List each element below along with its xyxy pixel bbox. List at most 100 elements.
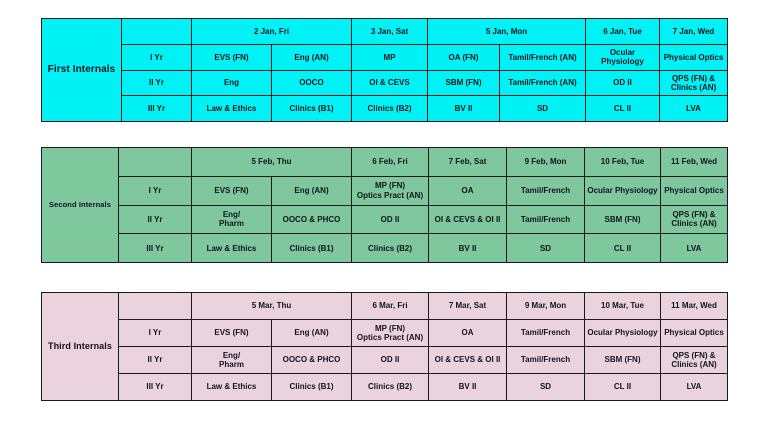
internals-table-third: Third Internals 5 Mar, Thu 6 Mar, Fri 7 Mar… — [41, 292, 728, 401]
exam-cell: SD — [506, 373, 585, 401]
exam-cell: Eng/ Pharm — [191, 204, 272, 235]
exam-cell: Clinics (B2) — [351, 233, 429, 263]
table-label: Second Internals — [41, 147, 119, 263]
date-header: 6 Mar, Fri — [351, 292, 429, 320]
exam-cell: Law & Ethics — [191, 233, 272, 263]
year-column-header — [118, 292, 192, 320]
date-header: 3 Jan, Sat — [351, 18, 428, 45]
exam-cell: QPS (FN) & Clinics (AN) — [660, 346, 728, 374]
exam-cell: OI & CEVS — [351, 69, 428, 97]
date-header: 9 Feb, Mon — [506, 147, 585, 177]
exam-cell: OOCO & PHCO — [271, 204, 352, 235]
date-header: 6 Jan, Tue — [585, 18, 660, 45]
exam-cell: BV II — [428, 233, 507, 263]
year-label: III Yr — [118, 373, 192, 401]
date-header: 11 Feb, Wed — [660, 147, 728, 177]
table-label: Third Internals — [41, 292, 119, 401]
exam-cell: Tamil/French (AN) — [499, 43, 586, 71]
table-row: I Yr EVS (FN) Eng (AN) MP (FN) Optics Pract… — [42, 319, 728, 347]
exam-cell: Eng (AN) — [271, 43, 352, 71]
exam-cell: LVA — [660, 233, 728, 263]
table-row: I Yr EVS (FN) Eng (AN) MP OA (FN) Tamil/Frenc… — [42, 43, 728, 71]
exam-cell: Ocular Physiology — [584, 319, 661, 347]
exam-cell: Clinics (B2) — [351, 95, 428, 122]
exam-cell: SD — [499, 95, 586, 122]
exam-cell: EVS (FN) — [191, 43, 272, 71]
year-label: I Yr — [118, 175, 192, 206]
exam-cell: BV II — [428, 373, 507, 401]
table-row: II Yr Eng OOCO OI & CEVS SBM (FN) Tamil/Frenc… — [42, 69, 728, 97]
exam-cell: Tamil/French — [506, 346, 585, 374]
table-label: First Internals — [41, 18, 122, 122]
date-header: 7 Mar, Sat — [428, 292, 507, 320]
exam-cell: QPS (FN) & Clinics (AN) — [660, 204, 728, 235]
date-header: 10 Feb, Tue — [584, 147, 661, 177]
exam-cell: Eng (AN) — [271, 175, 352, 206]
exam-cell: EVS (FN) — [191, 319, 272, 347]
exam-cell: Law & Ethics — [191, 95, 272, 122]
exam-cell: Clinics (B1) — [271, 233, 352, 263]
exam-cell: Clinics (B1) — [271, 95, 352, 122]
exam-cell: OA — [428, 319, 507, 347]
exam-cell: Law & Ethics — [191, 373, 272, 401]
exam-cell: Tamil/French — [506, 175, 585, 206]
exam-cell: Tamil/French (AN) — [499, 69, 586, 97]
table-row: III Yr Law & Ethics Clinics (B1) Clinics (B… — [42, 95, 728, 122]
date-header: 5 Jan, Mon — [427, 18, 586, 45]
year-label: II Yr — [121, 69, 192, 97]
year-label: I Yr — [121, 43, 192, 71]
table-row: II Yr Eng/ Pharm OOCO & PHCO OD II OI & CEVS… — [42, 204, 728, 235]
exam-cell: MP — [351, 43, 428, 71]
year-label: III Yr — [121, 95, 192, 122]
exam-cell: SBM (FN) — [584, 204, 661, 235]
exam-cell: Ocular Physiology — [585, 43, 660, 71]
date-header: 5 Mar, Thu — [191, 292, 352, 320]
exam-cell: Eng (AN) — [271, 319, 352, 347]
exam-cell: CL II — [584, 233, 661, 263]
exam-cell: OOCO — [271, 69, 352, 97]
exam-cell: Tamil/French — [506, 204, 585, 235]
exam-cell: OA (FN) — [427, 43, 500, 71]
exam-cell: QPS (FN) & Clinics (AN) — [659, 69, 728, 97]
exam-cell: Physical Optics — [660, 319, 728, 347]
date-header: 10 Mar, Tue — [584, 292, 661, 320]
exam-cell: Eng/ Pharm — [191, 346, 272, 374]
date-header: 6 Feb, Fri — [351, 147, 429, 177]
exam-cell: OD II — [585, 69, 660, 97]
year-label: II Yr — [118, 204, 192, 235]
internals-table-second: Second Internals 5 Feb, Thu 6 Feb, Fri 7 Fe… — [41, 147, 728, 263]
year-label: III Yr — [118, 233, 192, 263]
exam-cell: Physical Optics — [659, 43, 728, 71]
exam-cell: MP (FN) Optics Pract (AN) — [351, 319, 429, 347]
exam-cell: SD — [506, 233, 585, 263]
exam-cell: SBM (FN) — [584, 346, 661, 374]
year-column-header — [118, 147, 192, 177]
exam-cell: CL II — [585, 95, 660, 122]
year-label: I Yr — [118, 319, 192, 347]
table-row: II Yr Eng/ Pharm OOCO & PHCO OD II OI & CEVS… — [42, 346, 728, 374]
table-row: III Yr Law & Ethics Clinics (B1) Clinics (B… — [42, 373, 728, 401]
date-header: 11 Mar, Wed — [660, 292, 728, 320]
exam-cell: OD II — [351, 204, 429, 235]
exam-cell: Eng — [191, 69, 272, 97]
date-header: 2 Jan, Fri — [191, 18, 352, 45]
exam-cell: Physical Optics — [660, 175, 728, 206]
table-row: III Yr Law & Ethics Clinics (B1) Clinics (B… — [42, 233, 728, 263]
exam-cell: Tamil/French — [506, 319, 585, 347]
exam-cell: LVA — [659, 95, 728, 122]
table-row: I Yr EVS (FN) Eng (AN) MP (FN) Optics Pract… — [42, 175, 728, 206]
exam-cell: OI & CEVS & OI II — [428, 346, 507, 374]
year-label: II Yr — [118, 346, 192, 374]
exam-cell: OA — [428, 175, 507, 206]
exam-cell: OOCO & PHCO — [271, 346, 352, 374]
exam-cell: OD II — [351, 346, 429, 374]
exam-cell: Clinics (B2) — [351, 373, 429, 401]
exam-cell: OI & CEVS & OI II — [428, 204, 507, 235]
year-column-header — [121, 18, 192, 45]
date-header: 7 Jan, Wed — [659, 18, 728, 45]
internals-table-first: First Internals 2 Jan, Fri 3 Jan, Sat 5 Jan… — [41, 18, 728, 122]
exam-cell: Clinics (B1) — [271, 373, 352, 401]
date-header: 5 Feb, Thu — [191, 147, 352, 177]
exam-cell: Ocular Physiology — [584, 175, 661, 206]
